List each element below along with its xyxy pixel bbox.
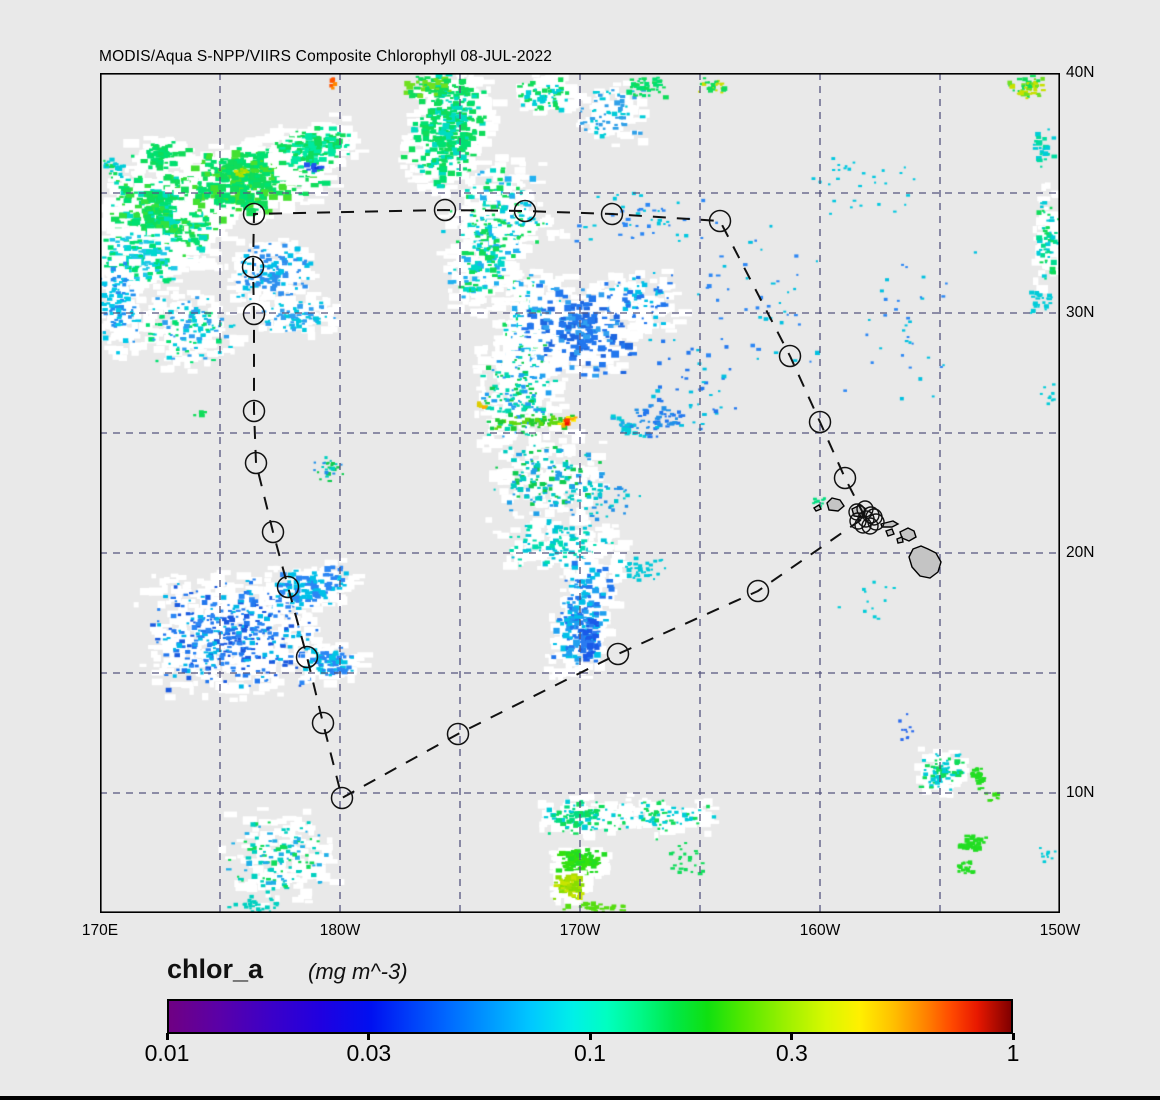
waypoint-circle [433,198,457,222]
lon-label: 150W [1039,922,1081,939]
island-polygon [885,528,895,537]
waypoint-circle [778,344,802,368]
waypoint-circle [808,410,832,434]
station-cluster-circle [849,512,867,530]
map-border [100,73,1060,913]
colorbar-tick-label: 0.3 [775,1040,808,1066]
lat-label: 30N [1066,304,1095,321]
island-polygon [813,504,822,512]
colorbar-title: chlor_a [167,954,264,984]
colorbar-gradient [167,999,1013,1034]
map-area [100,73,1060,913]
lon-label: 160W [799,922,841,939]
waypoint-circle [295,645,319,669]
island-polygon [826,497,845,512]
map-title: MODIS/Aqua S-NPP/VIIRS Composite Chlorop… [99,48,553,65]
waypoint-circle [446,722,470,746]
colorbar-units: (mg m^-3) [308,959,408,984]
waypoint-circle [276,575,300,599]
waypoint-circle [708,209,732,233]
ship-track [251,208,866,800]
colorbar-tick [165,1033,169,1040]
lat-label: 10N [1066,784,1095,801]
waypoint-circle [606,642,630,666]
waypoint-circle [242,302,266,326]
colorbar-tick [790,1033,794,1040]
lat-label: 40N [1066,64,1095,81]
waypoint-circle [241,255,265,279]
waypoint-circle [242,202,266,226]
waypoint-circle [746,579,770,603]
colorbar-tick-label: 1 [1006,1040,1020,1066]
waypoint-circle [330,786,354,810]
waypoint-circle [261,520,285,544]
lat-label: 20N [1066,544,1095,561]
island-polygon [896,536,904,544]
waypoint-circle [513,199,537,223]
bottom-edge-bar [0,1096,1160,1100]
colorbar-tick [588,1033,592,1040]
waypoint-circle [833,466,857,490]
waypoint-circle [244,451,268,475]
waypoint-circle [600,202,624,226]
lon-label: 170E [81,922,119,939]
island-polygon [908,545,942,579]
station-cluster-circle [865,508,883,526]
waypoint-circle [311,711,335,735]
colorbar-tick-label: 0.03 [346,1040,392,1066]
waypoint-circle [242,399,266,423]
lon-label: 170W [559,922,601,939]
map-overlay-svg [100,73,1060,913]
colorbar-tick-label: 0.01 [144,1040,190,1066]
colorbar-tick [367,1033,371,1040]
colorbar-tick [1011,1033,1015,1040]
lon-label: 180W [319,922,361,939]
colorbar-tick-label: 0.1 [574,1040,606,1066]
station-cluster-circle [861,517,879,535]
